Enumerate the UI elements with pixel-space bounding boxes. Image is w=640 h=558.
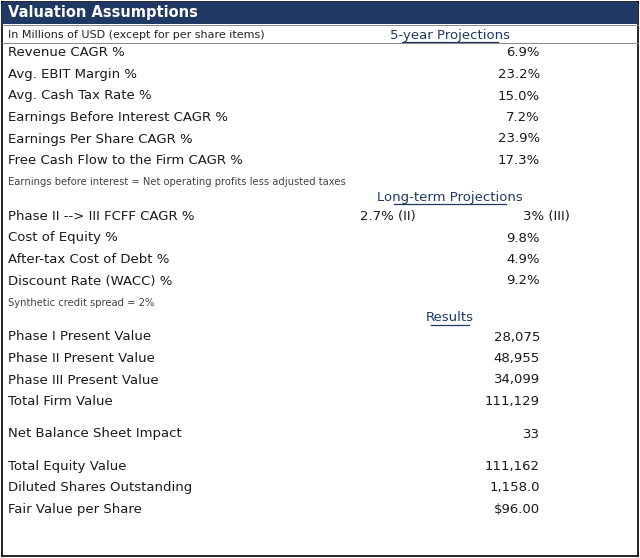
Text: 4.9%: 4.9% [506,253,540,266]
Text: Avg. EBIT Margin %: Avg. EBIT Margin % [8,68,137,81]
Text: Earnings Per Share CAGR %: Earnings Per Share CAGR % [8,132,193,146]
Text: Free Cash Flow to the Firm CAGR %: Free Cash Flow to the Firm CAGR % [8,154,243,167]
Text: 5-year Projections: 5-year Projections [390,28,510,41]
Text: 23.2%: 23.2% [498,68,540,81]
Text: 17.3%: 17.3% [498,154,540,167]
Text: Total Firm Value: Total Firm Value [8,395,113,408]
Text: 111,129: 111,129 [485,395,540,408]
Text: Phase II Present Value: Phase II Present Value [8,352,155,365]
Text: 34,099: 34,099 [494,373,540,387]
Text: Long-term Projections: Long-term Projections [377,190,523,204]
Text: 111,162: 111,162 [485,460,540,473]
Text: Earnings before interest = Net operating profits less adjusted taxes: Earnings before interest = Net operating… [8,177,346,187]
Text: 23.9%: 23.9% [498,132,540,146]
Text: Total Equity Value: Total Equity Value [8,460,127,473]
FancyBboxPatch shape [2,2,638,24]
Text: $96.00: $96.00 [494,503,540,516]
Text: In Millions of USD (except for per share items): In Millions of USD (except for per share… [8,30,264,40]
Text: Results: Results [426,311,474,324]
Text: Discount Rate (WACC) %: Discount Rate (WACC) % [8,275,172,287]
Text: 33: 33 [523,427,540,440]
Text: Cost of Equity %: Cost of Equity % [8,232,118,244]
Text: Revenue CAGR %: Revenue CAGR % [8,46,125,60]
Text: 1,158.0: 1,158.0 [490,482,540,494]
Text: Valuation Assumptions: Valuation Assumptions [8,6,198,21]
Text: Earnings Before Interest CAGR %: Earnings Before Interest CAGR % [8,111,228,124]
Text: 7.2%: 7.2% [506,111,540,124]
Text: Fair Value per Share: Fair Value per Share [8,503,142,516]
Text: 9.8%: 9.8% [506,232,540,244]
Text: 9.2%: 9.2% [506,275,540,287]
Text: 3% (III): 3% (III) [523,210,570,223]
Text: Avg. Cash Tax Rate %: Avg. Cash Tax Rate % [8,89,152,103]
Text: After-tax Cost of Debt %: After-tax Cost of Debt % [8,253,170,266]
Text: 15.0%: 15.0% [498,89,540,103]
Text: 6.9%: 6.9% [506,46,540,60]
Text: Phase II --> III FCFF CAGR %: Phase II --> III FCFF CAGR % [8,210,195,223]
Text: 28,075: 28,075 [493,330,540,344]
Text: Diluted Shares Outstanding: Diluted Shares Outstanding [8,482,192,494]
Text: Synthetic credit spread = 2%: Synthetic credit spread = 2% [8,297,154,307]
Text: 2.7% (II): 2.7% (II) [360,210,416,223]
Text: 48,955: 48,955 [493,352,540,365]
Text: Phase I Present Value: Phase I Present Value [8,330,151,344]
Text: Phase III Present Value: Phase III Present Value [8,373,159,387]
Text: Net Balance Sheet Impact: Net Balance Sheet Impact [8,427,182,440]
